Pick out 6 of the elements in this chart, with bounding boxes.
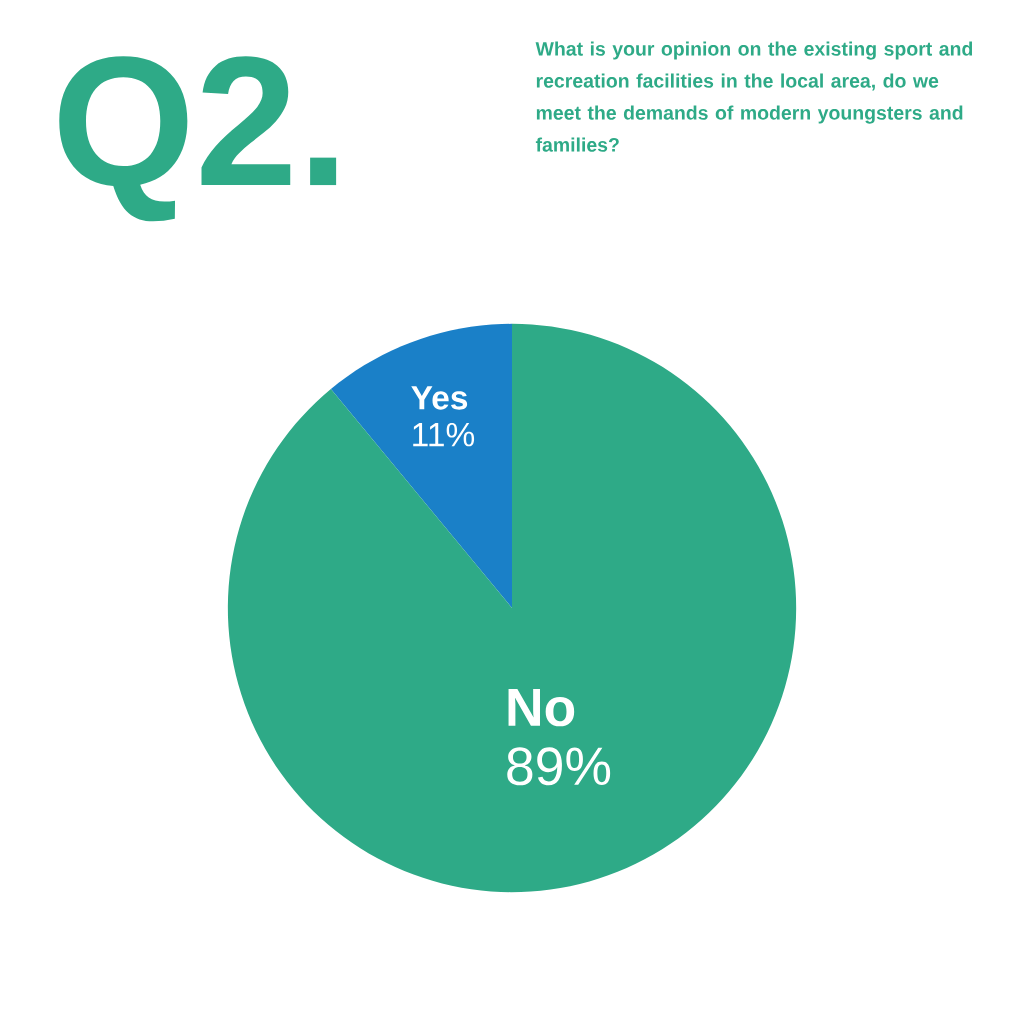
chart-title: Q2.	[59, 56, 337, 222]
data-label: 11%	[413, 422, 475, 447]
data-label: 89%	[507, 747, 611, 786]
slice-label: Yes	[411, 386, 468, 410]
chart-subtitle: What is your opinion on the existing sport and recreation facilities in the local area, do we meet the demands of modern youngsters and families?	[535, 41, 973, 152]
slice-label: No	[508, 688, 575, 727]
